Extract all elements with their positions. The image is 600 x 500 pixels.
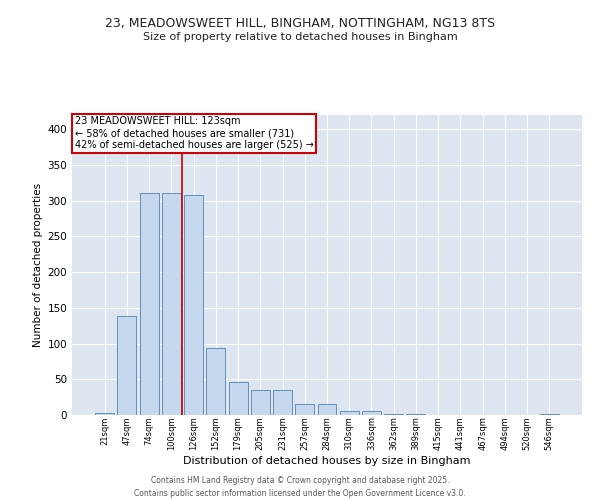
Bar <box>118 316 136 415</box>
Bar <box>273 390 292 415</box>
X-axis label: Distribution of detached houses by size in Bingham: Distribution of detached houses by size … <box>183 456 471 466</box>
Bar <box>229 382 248 415</box>
Bar <box>140 193 158 415</box>
Bar <box>162 193 181 415</box>
Bar <box>95 413 114 415</box>
Bar <box>184 195 203 415</box>
Text: Contains HM Land Registry data © Crown copyright and database right 2025.
Contai: Contains HM Land Registry data © Crown c… <box>134 476 466 498</box>
Bar <box>317 404 337 415</box>
Text: 23 MEADOWSWEET HILL: 123sqm
← 58% of detached houses are smaller (731)
42% of se: 23 MEADOWSWEET HILL: 123sqm ← 58% of det… <box>74 116 313 150</box>
Bar <box>384 414 403 415</box>
Bar <box>362 410 381 415</box>
Bar <box>540 414 559 415</box>
Bar <box>340 410 359 415</box>
Bar <box>406 414 425 415</box>
Bar <box>206 348 225 415</box>
Bar <box>295 404 314 415</box>
Y-axis label: Number of detached properties: Number of detached properties <box>33 183 43 347</box>
Text: 23, MEADOWSWEET HILL, BINGHAM, NOTTINGHAM, NG13 8TS: 23, MEADOWSWEET HILL, BINGHAM, NOTTINGHA… <box>105 18 495 30</box>
Bar <box>251 390 270 415</box>
Text: Size of property relative to detached houses in Bingham: Size of property relative to detached ho… <box>143 32 457 42</box>
